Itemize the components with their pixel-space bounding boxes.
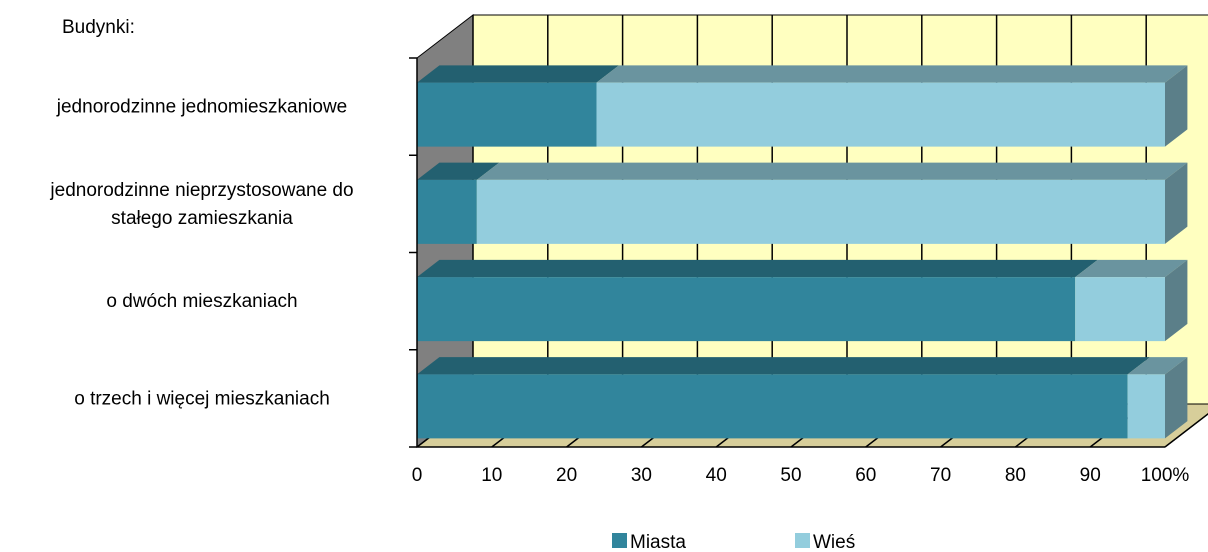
bar-top-face [1127,357,1188,375]
legend-item-miasta: Miasta [612,532,686,552]
x-tick-label: 30 [631,465,652,486]
bar-miasta-3 [417,357,1150,439]
bar-front-face [417,374,1128,439]
legend-swatch [612,533,627,548]
x-tick-label: 80 [1005,465,1026,486]
axes [409,57,1165,448]
category-label: jednorodzinne nieprzystosowane do [49,180,353,201]
x-tick-label: 90 [1080,465,1101,486]
legend-item-wieś: Wieś [795,532,855,552]
bar-wieś-1 [476,162,1188,244]
bar-top-face [417,65,619,83]
bar-front-face [1075,277,1165,342]
category-label: jednorodzinne jednomieszkaniowe [56,97,347,118]
x-tick-label: 40 [706,465,727,486]
bar-front-face [417,179,477,244]
bar-top-face [1075,259,1188,278]
x-tick-labels: 0 10 20 30 40 50 60 70 80 90 100% [412,465,1190,486]
bar-front-face [417,277,1076,342]
bar-wieś-0 [596,65,1188,147]
bars [417,65,1188,439]
category-label: o dwóch mieszkaniach [106,291,297,312]
bar-side-face [1165,259,1188,342]
bar-front-face [1127,374,1165,439]
gridline-floor [1164,413,1208,448]
bar-top-face [417,162,500,180]
bar-top-face [596,65,1188,83]
x-tick-label: 10 [481,465,502,486]
bar-front-face [476,179,1166,244]
bar-side-face [1165,162,1188,244]
legend-label: Wieś [813,532,855,552]
bar-top-face [476,162,1188,180]
bar-front-face [596,82,1165,147]
x-tick-label: 100% [1141,465,1190,486]
category-label: stałego zamieszkania [111,208,293,229]
bar-side-face [1165,65,1188,147]
x-tick-label: 20 [556,465,577,486]
bar-miasta-2 [417,259,1098,342]
bar-wieś-2 [1075,259,1188,342]
x-tick-label: 70 [930,465,951,486]
bar-side-face [1165,357,1188,439]
bar-top-face [417,357,1150,375]
category-label: o trzech i więcej mieszkaniach [74,388,330,409]
x-tick-label: 0 [412,465,423,486]
category-labels: jednorodzinne jednomieszkaniowe jednorodz… [49,97,353,410]
bar-miasta-1 [417,162,500,244]
bar-top-face [417,259,1098,278]
category-axis-title: Budynki: [62,17,135,38]
legend-label: Miasta [630,532,686,552]
bar-front-face [417,82,597,147]
legend: Miasta Wieś [612,532,855,552]
legend-swatch [795,533,810,548]
x-tick-label: 60 [855,465,876,486]
bar-wieś-3 [1127,357,1188,439]
x-tick-label: 50 [780,465,801,486]
bar-miasta-0 [417,65,619,147]
